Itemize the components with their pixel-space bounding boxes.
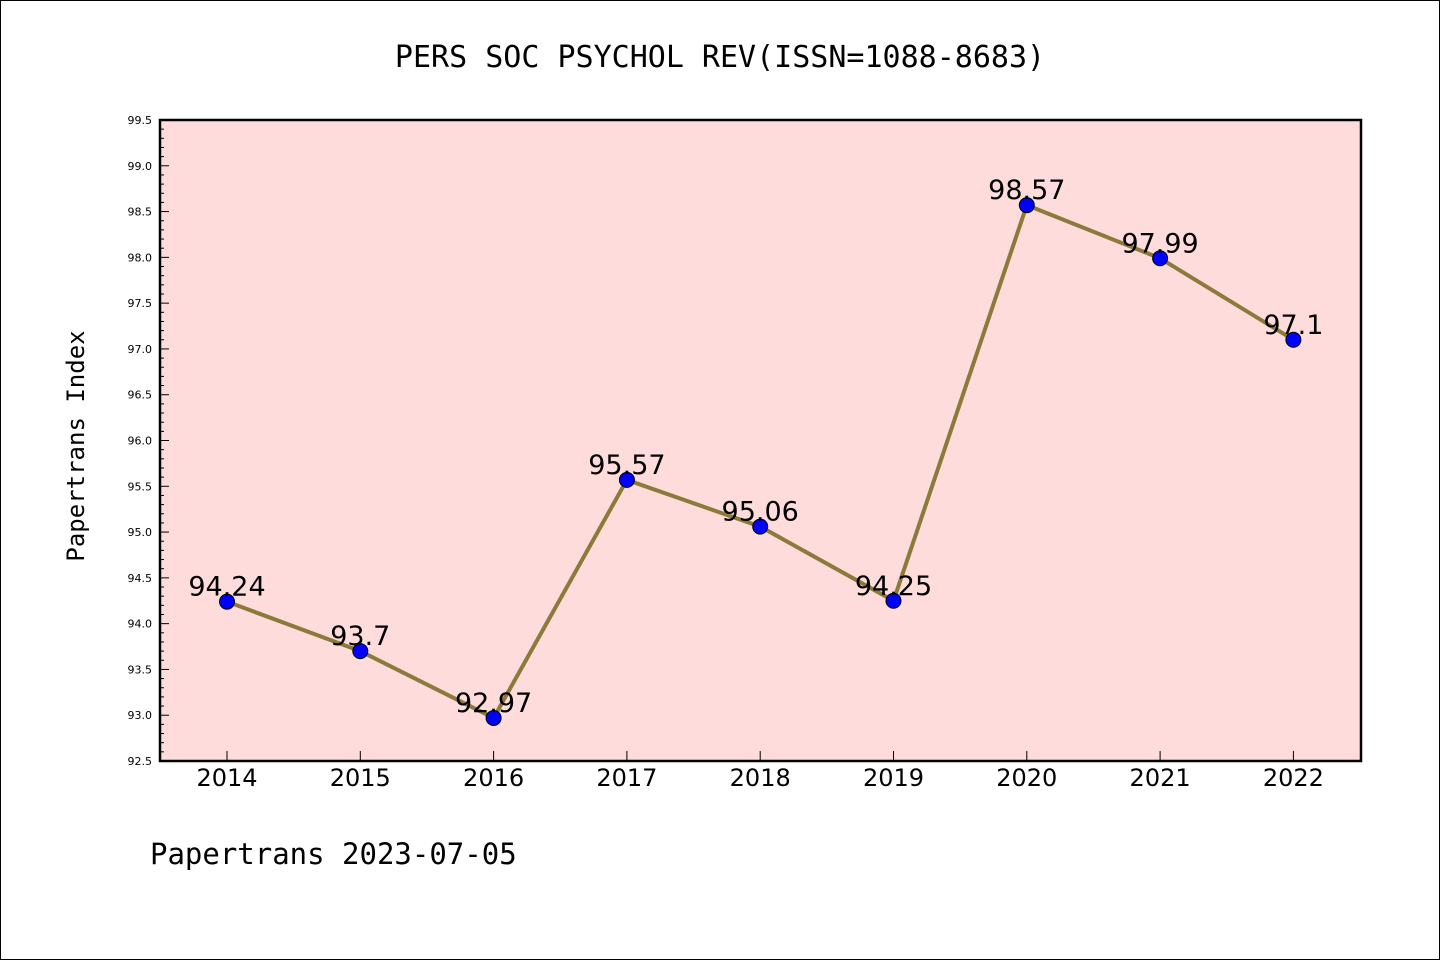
data-point-2018 <box>752 518 769 535</box>
chart-title: PERS SOC PSYCHOL REV(ISSN=1088-8683) <box>395 40 1045 75</box>
x-tick-label: 2018 <box>730 764 791 792</box>
plot-area <box>160 120 1361 761</box>
y-tick-label: 98.5 <box>128 206 153 219</box>
data-label-2018: 95.06 <box>722 497 799 528</box>
data-label-2020: 98.57 <box>988 175 1065 206</box>
data-label-2014: 94.24 <box>188 572 265 603</box>
data-label-2019: 94.25 <box>855 571 932 602</box>
data-label-2017: 95.57 <box>588 450 665 481</box>
data-point-2015 <box>352 643 369 660</box>
x-tick-label: 2015 <box>330 764 391 792</box>
data-point-2022 <box>1285 331 1302 348</box>
y-tick-label: 96.0 <box>128 435 153 448</box>
x-axis: 2014 2015 2016 2017 2018 2019 2020 2021 2022 <box>196 751 1324 792</box>
data-point-2014 <box>219 593 235 610</box>
y-tick-label: 94.0 <box>128 618 153 631</box>
y-tick-label: 97.5 <box>128 297 153 310</box>
data-label-2022: 97.1 <box>1263 310 1323 341</box>
y-tick-label: 93.5 <box>128 663 153 676</box>
x-tick-label: 2019 <box>863 764 924 792</box>
y-axis-label: Papertrans Index <box>62 330 90 561</box>
y-tick-label: 97.0 <box>128 343 153 356</box>
plot-border <box>158 118 1363 763</box>
y-tick-label: 99.5 <box>128 114 153 127</box>
data-label-2016: 92.97 <box>455 688 532 719</box>
data-label-2021: 97.99 <box>1121 228 1198 259</box>
x-tick-label: 2014 <box>196 764 257 792</box>
x-tick-label: 2021 <box>1130 764 1191 792</box>
footer-credit: Papertrans 2023-07-05 <box>150 837 517 871</box>
y-tick-label: 96.5 <box>128 389 153 402</box>
x-tick-label: 2017 <box>596 764 657 792</box>
y-tick-label: 98.0 <box>128 251 153 264</box>
x-tick-label: 2022 <box>1263 764 1324 792</box>
data-point-2019 <box>885 592 902 609</box>
data-label-2015: 93.7 <box>330 621 390 652</box>
data-point-2017 <box>618 471 635 488</box>
y-tick-label: 95.0 <box>128 526 153 539</box>
data-points <box>219 197 1302 726</box>
y-tick-label: 95.5 <box>128 480 153 493</box>
y-tick-label: 94.5 <box>128 572 153 585</box>
x-tick-label: 2016 <box>463 764 524 792</box>
data-labels: 94.24 93.7 92.97 95.57 95.06 94.25 98.57 97.99 9… <box>188 175 1323 719</box>
data-point-2020 <box>1018 197 1035 214</box>
y-tick-label: 99.0 <box>128 160 153 173</box>
y-tick-label: 92.5 <box>128 755 153 768</box>
y-tick-label: 93.0 <box>128 709 153 722</box>
data-point-2016 <box>485 709 502 726</box>
data-point-2021 <box>1152 250 1169 267</box>
x-tick-label: 2020 <box>996 764 1057 792</box>
